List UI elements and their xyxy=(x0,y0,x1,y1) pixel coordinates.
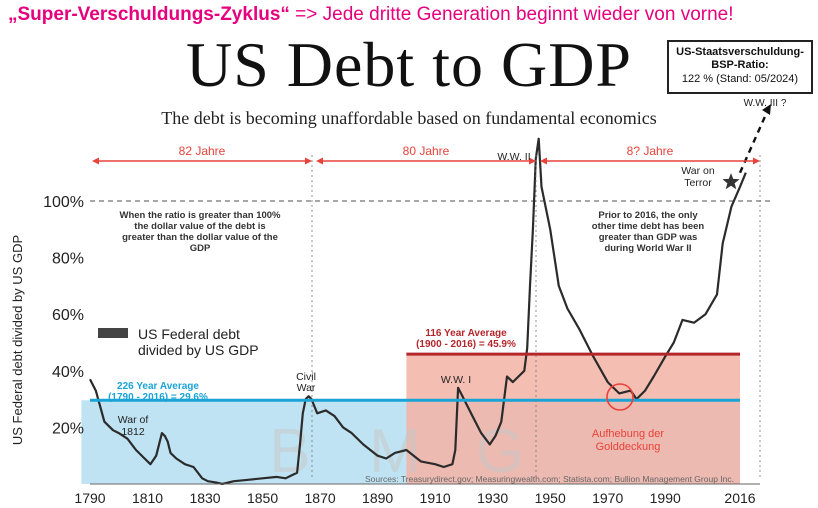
war-1812-label-1: War of xyxy=(118,414,149,426)
x-tick-label: 1810 xyxy=(132,490,163,506)
ratio-note-line: the dollar value of the debt is xyxy=(134,221,265,232)
watermark-letter: M xyxy=(369,417,421,486)
cycle-label: 80 Jahre xyxy=(403,144,450,158)
projection-arrow-head xyxy=(762,104,771,115)
war-1812-label-2: 1812 xyxy=(121,426,145,438)
cycle-arrow-head-right xyxy=(305,157,312,165)
y-axis-label: US Federal debt divided by US GDP xyxy=(10,235,25,445)
y-tick-label: 80% xyxy=(52,251,84,268)
gold-label-2: Golddeckung xyxy=(596,441,661,453)
legend-swatch xyxy=(98,328,128,338)
y-tick-label: 20% xyxy=(52,420,84,437)
x-tick-label: 1870 xyxy=(305,490,336,506)
ratio-box-title: US-Staatsverschuldung-BSP-Ratio: xyxy=(676,46,804,71)
legend-label-1: US Federal debt xyxy=(138,326,240,342)
x-tick-label: 1830 xyxy=(189,490,220,506)
x-tick-label: 1890 xyxy=(362,490,393,506)
debt-series-line xyxy=(89,137,747,486)
y-tick-label: 40% xyxy=(52,364,84,381)
gold-label-1: Aufhebung der xyxy=(592,428,665,440)
x-tick-label: 1930 xyxy=(477,490,508,506)
x-tick-label: 1850 xyxy=(247,490,278,506)
star-icon xyxy=(722,173,740,190)
gold-circle xyxy=(606,383,634,411)
sources-text: Sources: Treasurydirect.gov; Measuringwe… xyxy=(365,474,734,484)
war-terror-label-1: War on xyxy=(681,165,715,177)
x-tick-label: 1910 xyxy=(420,490,451,506)
prior-note-line: Prior to 2016, the only xyxy=(598,210,698,221)
avg226-label-2: (1790 - 2016) = 29.6% xyxy=(108,392,208,403)
watermark-letter: G xyxy=(476,417,524,486)
chart-subtitle: The debt is becoming unaffordable based … xyxy=(161,108,657,128)
watermark-letter: B xyxy=(269,417,310,486)
projection-arrow-line xyxy=(738,111,769,174)
y-tick-label: 100% xyxy=(43,194,84,211)
avg116-label-1: 116 Year Average xyxy=(425,328,507,339)
ww2-label: W.W. II xyxy=(497,151,530,163)
x-tick-label: 1970 xyxy=(592,490,623,506)
cycle-arrow-head-right xyxy=(753,157,760,165)
prior-note-line: during World War II xyxy=(604,243,691,254)
chart-title: US Debt to GDP xyxy=(185,29,633,100)
x-tick-label: 1790 xyxy=(74,490,105,506)
war-terror-label-2: Terror xyxy=(684,177,712,189)
avg116-band xyxy=(406,354,740,484)
ratio-note-line: greater than the dollar value of the xyxy=(122,232,278,243)
headline: „Super-Verschuldungs-Zyklus“ => Jede dri… xyxy=(8,4,734,26)
y-tick-label: 60% xyxy=(52,307,84,324)
ratio-box: US-Staatsverschuldung-BSP-Ratio: 122 % (… xyxy=(667,40,813,94)
prior-note-line: greater than GDP was xyxy=(599,232,698,243)
ww3-label: W.W. III ? xyxy=(744,98,787,109)
cycle-arrow-head-left xyxy=(540,157,547,165)
avg226-label-1: 226 Year Average xyxy=(117,381,199,392)
headline-bold: „Super-Verschuldungs-Zyklus“ xyxy=(8,4,290,25)
cycle-arrow-head-right xyxy=(529,157,536,165)
cycle-label: 8? Jahre xyxy=(627,144,674,158)
ratio-box-value: 122 % (Stand: 05/2024) xyxy=(681,73,799,85)
x-tick-label: 1950 xyxy=(535,490,566,506)
cycle-label: 82 Jahre xyxy=(179,144,226,158)
cycle-arrow-head-left xyxy=(92,157,99,165)
ratio-note-line: When the ratio is greater than 100% xyxy=(119,210,281,221)
civil-war-label-1: Civil xyxy=(296,371,316,383)
headline-rest: => Jede dritte Generation beginnt wieder… xyxy=(289,4,734,25)
ww1-label: W.W. I xyxy=(441,374,471,386)
avg116-label-2: (1900 - 2016) = 45.9% xyxy=(416,339,516,350)
x-tick-label: 1990 xyxy=(650,490,681,506)
prior-note-line: other time debt has been xyxy=(592,221,705,232)
x-tick-label: 2016 xyxy=(724,490,755,506)
legend-label-2: divided by US GDP xyxy=(138,342,259,358)
ratio-note-line: GDP xyxy=(190,243,211,254)
cycle-arrow-head-left xyxy=(316,157,323,165)
civil-war-label-2: War xyxy=(297,382,316,394)
